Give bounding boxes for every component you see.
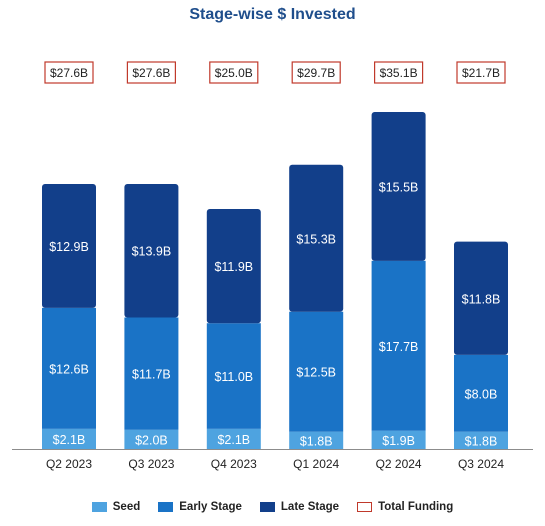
data-label-seed-q4-2023: $2.1B: [217, 433, 250, 447]
bar-early-stage-q3-2024: [454, 354, 508, 432]
data-label-early-stage-q4-2023: $11.0B: [214, 370, 253, 384]
legend-swatch-total-funding: [357, 502, 373, 512]
bar-seed-q2-2024: [371, 430, 426, 449]
data-label-late-stage-q2-2023: $12.9B: [49, 240, 89, 254]
x-tick-label-q1-2024: Q1 2024: [293, 457, 339, 471]
total-label-q2-2023: $27.6B: [50, 66, 88, 80]
bar-seed-q4-2023: [206, 428, 261, 449]
total-box-q3-2023: [126, 61, 177, 84]
data-label-seed-q1-2024: $1.8B: [300, 434, 333, 448]
data-label-early-stage-q2-2024: $17.7B: [379, 340, 419, 354]
bar-late-stage-q2-2023: [42, 184, 96, 308]
data-label-late-stage-q1-2024: $15.3B: [296, 232, 336, 246]
data-label-seed-q3-2023: $2.0B: [135, 433, 168, 447]
data-label-late-stage-q4-2023: $11.9B: [214, 260, 253, 274]
bar-late-stage-q2-2024: [371, 112, 426, 261]
total-label-q3-2023: $27.6B: [132, 66, 170, 80]
total-box-q1-2024: [291, 61, 341, 84]
total-label-q1-2024: $29.7B: [297, 66, 335, 80]
x-tick-label-q3-2024: Q3 2024: [458, 457, 504, 471]
data-label-seed-q2-2024: $1.9B: [382, 434, 415, 448]
total-box-q4-2023: [209, 61, 259, 84]
legend-item-early-stage: Early Stage: [158, 501, 242, 513]
bar-seed-q1-2024: [289, 431, 344, 449]
total-box-q2-2023: [44, 61, 94, 84]
chart-legend: Seed Early Stage Late Stage Total Fundin…: [0, 501, 545, 513]
bar-early-stage-q2-2023: [42, 307, 96, 429]
x-tick-label-q3-2023: Q3 2023: [128, 457, 174, 471]
data-label-seed-q3-2024: $1.8B: [465, 434, 498, 448]
total-label-q3-2024: $21.7B: [462, 66, 500, 80]
legend-label-total-funding: Total Funding: [378, 501, 454, 513]
total-label-q4-2023: $25.0B: [215, 66, 253, 80]
bar-early-stage-q2-2024: [371, 260, 426, 431]
total-label-q2-2024: $35.1B: [380, 66, 418, 80]
legend-swatch-early-stage: [158, 502, 174, 512]
bar-early-stage-q4-2023: [206, 323, 261, 429]
bar-early-stage-q1-2024: [289, 311, 344, 432]
bar-seed-q3-2023: [124, 429, 179, 449]
x-tick-label-q2-2024: Q2 2024: [376, 457, 422, 471]
data-label-late-stage-q2-2024: $15.5B: [379, 180, 419, 194]
data-label-seed-q2-2023: $2.1B: [53, 433, 86, 447]
bar-late-stage-q3-2024: [454, 241, 508, 355]
data-label-early-stage-q1-2024: $12.5B: [296, 366, 336, 380]
data-label-late-stage-q3-2023: $13.9B: [132, 245, 172, 259]
total-box-q2-2024: [374, 61, 424, 84]
legend-item-late-stage: Late Stage: [259, 501, 340, 513]
bar-late-stage-q4-2023: [206, 208, 261, 324]
bar-late-stage-q3-2023: [124, 184, 179, 318]
bar-late-stage-q1-2024: [289, 164, 344, 312]
legend-label-late-stage: Late Stage: [280, 501, 340, 513]
bar-early-stage-q3-2023: [124, 317, 179, 430]
legend-label-early-stage: Early Stage: [179, 501, 242, 513]
legend-item-total-funding: Total Funding: [357, 501, 453, 513]
data-label-early-stage-q2-2023: $12.6B: [49, 362, 89, 376]
legend-swatch-late-stage: [259, 502, 275, 512]
bar-seed-q2-2023: [42, 428, 96, 449]
data-label-late-stage-q3-2024: $11.8B: [462, 292, 501, 306]
data-label-early-stage-q3-2023: $11.7B: [132, 368, 171, 382]
chart-title: Stage-wise $ Invested: [189, 6, 356, 23]
bar-seed-q3-2024: [454, 431, 508, 449]
x-tick-label-q2-2023: Q2 2023: [46, 457, 92, 471]
data-label-early-stage-q3-2024: $8.0B: [465, 387, 498, 401]
legend-item-seed: Seed: [91, 501, 141, 513]
legend-label-seed: Seed: [112, 501, 141, 513]
total-box-q3-2024: [456, 61, 506, 84]
x-tick-label-q4-2023: Q4 2023: [211, 457, 257, 471]
legend-swatch-seed: [91, 502, 107, 512]
